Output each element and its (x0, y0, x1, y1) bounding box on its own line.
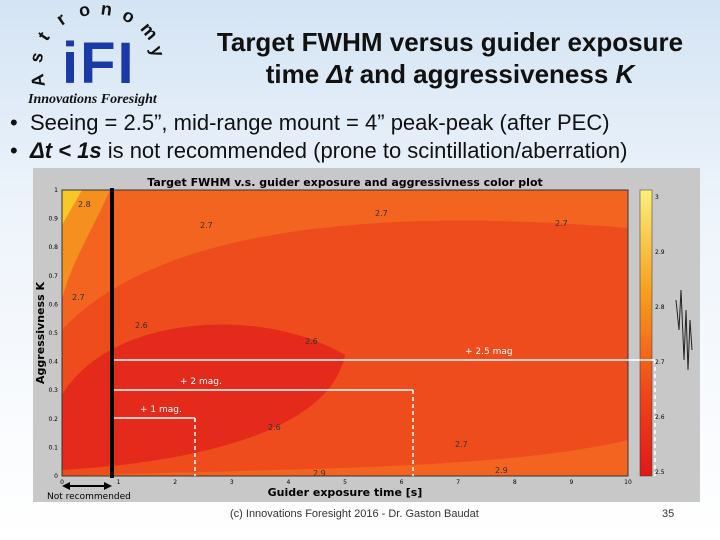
plot-title: Target FWHM v.s. guider exposure and agg… (147, 176, 543, 189)
colorbar-tick-label: 2.6 (655, 414, 665, 421)
footer-credit: (c) Innovations Foresight 2016 - Dr. Gas… (230, 508, 479, 520)
y-tick-label: 0.4 (48, 359, 58, 366)
contour-label: 2.6 (268, 423, 281, 432)
y-label: Aggressivness K (34, 282, 47, 384)
x-tick-label: 7 (456, 479, 460, 486)
y-tick-label: 0.5 (48, 330, 58, 337)
contour-label: 2.8 (78, 200, 91, 209)
title-math: K (615, 59, 635, 89)
x-tick-label: 0 (60, 479, 64, 486)
x-tick-label: 1 (117, 479, 121, 486)
contour-region (62, 190, 82, 225)
y-tick-label: 0 (54, 473, 58, 480)
bullet: • Seeing = 2.5”, mid-range mount = 4” pe… (10, 110, 610, 135)
y-tick-label: 0.8 (48, 244, 58, 251)
title-math: Δt (326, 59, 353, 89)
contour-label: 2.9 (495, 466, 508, 475)
y-tick-label: 0.2 (48, 416, 58, 423)
x-tick-label: 5 (343, 479, 347, 486)
contour-label: 2.9 (313, 469, 326, 478)
x-tick-label: 4 (286, 479, 290, 486)
x-label: Guider exposure time [s] (268, 486, 423, 499)
y-tick-label: 0.9 (48, 216, 58, 223)
y-tick-label: 0.3 (48, 387, 58, 394)
contour-label: 2.6 (305, 337, 318, 346)
colorbar-tick-label: 2.8 (655, 304, 665, 311)
contour-label: 2.7 (200, 221, 213, 230)
x-tick-label: 8 (513, 479, 517, 486)
annotation: + 2 mag. (180, 377, 222, 387)
contour-label: 2.7 (72, 293, 85, 302)
bullet: • Δt < 1s is not recommended (prone to s… (10, 138, 628, 163)
annotation: Not recommended (47, 492, 131, 502)
slide-title: Target FWHM versus guider exposure time … (180, 26, 720, 90)
contour-region (62, 324, 345, 470)
title-text: time (265, 59, 327, 89)
y-tick-label: 0.1 (48, 444, 58, 451)
x-tick-label: 10 (624, 479, 632, 486)
axes-box (61, 189, 629, 477)
contour-label: 2.7 (455, 440, 468, 449)
bullet-text: Seeing = 2.5”, mid-range mount = 4” peak… (29, 110, 610, 135)
contour-region (62, 190, 110, 300)
colorbar-tick-label: 2.5 (655, 469, 665, 476)
title-line: Target FWHM versus guider exposure (216, 27, 684, 57)
contour-label: 2.7 (375, 209, 388, 218)
annotation: + 1 mag. (140, 405, 182, 415)
colorbar-tick-label: 2.9 (655, 249, 665, 256)
x-tick-label: 6 (400, 479, 404, 486)
y-tick-label: 0.6 (48, 301, 58, 308)
noise-trace (675, 289, 693, 371)
title-line: time Δt and aggressiveness K (180, 58, 720, 90)
y-tick-label: 0.7 (48, 273, 58, 280)
x-tick-label: 2 (173, 479, 177, 486)
contour-label: 2.6 (135, 321, 148, 330)
bullet-math: Δt < 1s (29, 138, 102, 163)
colorbar-tick-label: 3 (655, 194, 659, 201)
logo-mark: iFI (62, 31, 136, 96)
arrows (114, 359, 656, 476)
colorbar (639, 189, 653, 477)
x-tick-label: 9 (569, 479, 573, 486)
company-name: Innovations Foresight (28, 92, 157, 107)
bullet-text: is not recommended (prone to scintillati… (101, 138, 628, 163)
contour-label: 2.7 (555, 219, 568, 228)
x-tick-label: 3 (230, 479, 234, 486)
title-text: and aggressiveness (352, 59, 616, 89)
page-number: 35 (662, 508, 675, 520)
colorbar-tick-label: 2.7 (655, 359, 665, 366)
y-tick-label: 1 (54, 187, 58, 194)
annotation: + 2.5 mag (465, 347, 513, 357)
